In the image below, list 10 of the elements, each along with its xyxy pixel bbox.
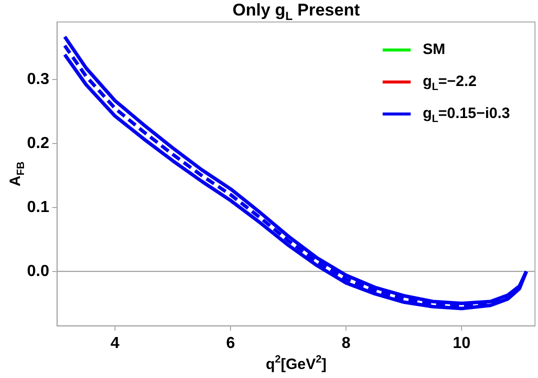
legend-label: SM — [422, 41, 446, 58]
x-tick-label: 6 — [226, 334, 236, 352]
y-tick-label: 0.3 — [26, 70, 50, 88]
x-tick-label: 4 — [110, 334, 120, 352]
x-tick-label: 8 — [342, 334, 351, 352]
y-tick-label: 0.1 — [26, 198, 50, 216]
y-tick-label: 0.2 — [26, 134, 50, 152]
y-tick-label: 0.0 — [26, 262, 50, 280]
x-tick-label: 10 — [452, 334, 471, 352]
y-axis-title: AFB — [7, 161, 28, 186]
